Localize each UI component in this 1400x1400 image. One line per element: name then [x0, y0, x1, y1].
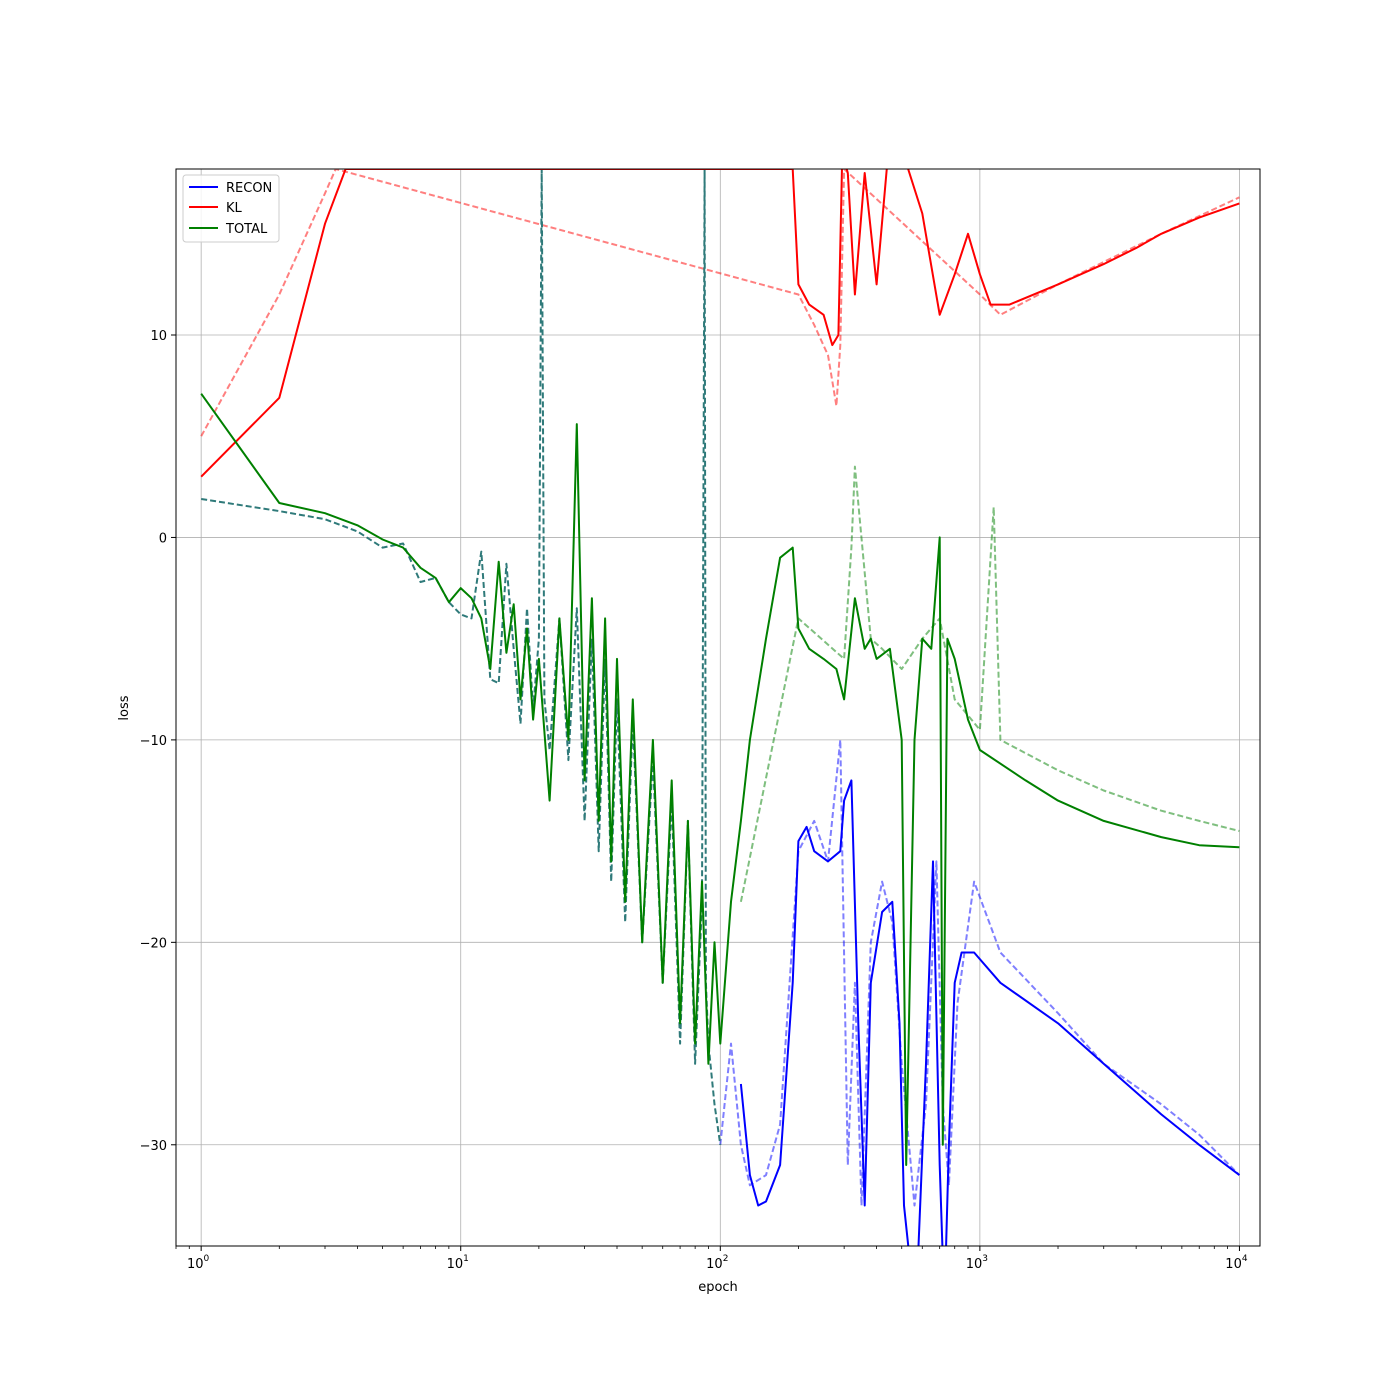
x-tick-exponent: 2 — [723, 1254, 729, 1264]
x-tick-exponent: 3 — [982, 1254, 988, 1264]
x-tick-exponent: 1 — [463, 1254, 469, 1264]
legend-label-recon: RECON — [226, 181, 272, 196]
series-line-total-val — [739, 465, 1240, 902]
series-line-total — [200, 393, 1240, 1166]
x-tick-label: 104 — [1225, 1254, 1248, 1272]
y-axis: 10 0 −10 −20 −30 — [140, 329, 176, 1154]
x-axis: 100 101 102 103 104 — [175, 1246, 1248, 1272]
series-line-kl — [200, 169, 1240, 478]
legend: RECON KL TOTAL — [182, 174, 280, 243]
y-tick-label: 10 — [150, 329, 167, 344]
y-tick-label: −10 — [140, 734, 167, 749]
x-tick-exponent: 0 — [204, 1254, 210, 1264]
x-axis-title: epoch — [698, 1280, 738, 1295]
y-tick-label: 0 — [159, 531, 167, 546]
x-tick-label: 101 — [447, 1254, 469, 1272]
series-line-recon — [739, 779, 1241, 1246]
series-layer — [200, 169, 1241, 1246]
y-tick-label: −30 — [140, 1139, 167, 1154]
x-tick-label: 103 — [966, 1254, 988, 1272]
legend-box — [182, 174, 280, 243]
x-tick-label: 102 — [706, 1254, 728, 1272]
grid — [176, 169, 1260, 1246]
plot-frame — [175, 168, 1261, 1247]
y-axis-title: loss — [117, 695, 132, 720]
x-tick-exponent: 4 — [1242, 1254, 1248, 1264]
series-line-recon-val — [719, 738, 1241, 1207]
y-tick-label: −20 — [140, 936, 167, 951]
legend-label-kl: KL — [226, 201, 243, 216]
series-line-kl-val — [200, 169, 1240, 437]
legend-label-total: TOTAL — [225, 222, 268, 237]
x-tick-label: 100 — [187, 1254, 210, 1272]
